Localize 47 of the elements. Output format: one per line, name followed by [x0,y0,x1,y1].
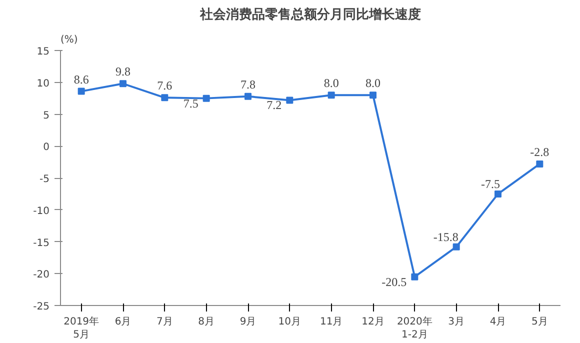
y-tick-label: 5 [43,110,50,122]
point [161,94,168,102]
data-label: -7.5 [481,176,500,191]
x-tick-label: 2019年 5月 [64,316,100,341]
y-tick-label: -25 [33,302,50,312]
point [120,80,126,88]
data-label: -15.8 [433,230,458,244]
y-tick-label: -5 [40,174,50,185]
x-tick-label: 3月 [448,316,465,328]
point [536,160,544,168]
point [202,94,210,102]
x-tick-label: 8月 [198,316,215,328]
point [411,273,418,280]
x-tick-label: 6月 [114,316,132,328]
x-tick-label: 7月 [156,316,173,328]
y-tick-label: 10 [36,78,50,90]
x-tick-label: 12月 [362,316,384,328]
point [286,96,294,104]
x-tick-label: 11月 [320,316,343,328]
x-tick-label: 4月 [490,316,506,328]
point [78,88,85,95]
data-label: 7.2 [266,98,282,112]
y-tick-label: 0 [43,142,50,154]
x-tick-label: 10月 [278,316,302,328]
point [328,92,335,99]
y-tick-label: 15 [36,46,50,58]
x-tick-label: 5月 [531,316,548,328]
point [452,243,460,250]
data-label: 8.6 [74,72,89,86]
data-label: -20.5 [382,274,407,289]
point [244,92,252,100]
y-axis-title: (%) [60,34,78,46]
y-tick-label: -10 [33,206,50,217]
chart-title: 社会消费品零售总额分月同比增长速度 [199,6,421,22]
data-label: 7.6 [157,78,172,93]
data-label: 7.8 [240,77,256,92]
point [370,92,376,99]
y-tick-label: -15 [33,238,50,249]
x-tick-label: 2020年 1-2月 [396,316,432,341]
data-label: 8.0 [366,76,380,90]
data-label: 7.5 [183,96,198,110]
x-tick-label: 9月 [240,316,256,328]
data-label: -2.8 [530,144,550,159]
y-tick-label: -20 [33,270,50,281]
data-label: 8.0 [324,76,339,90]
point [494,190,502,198]
data-label: 9.8 [116,64,130,79]
